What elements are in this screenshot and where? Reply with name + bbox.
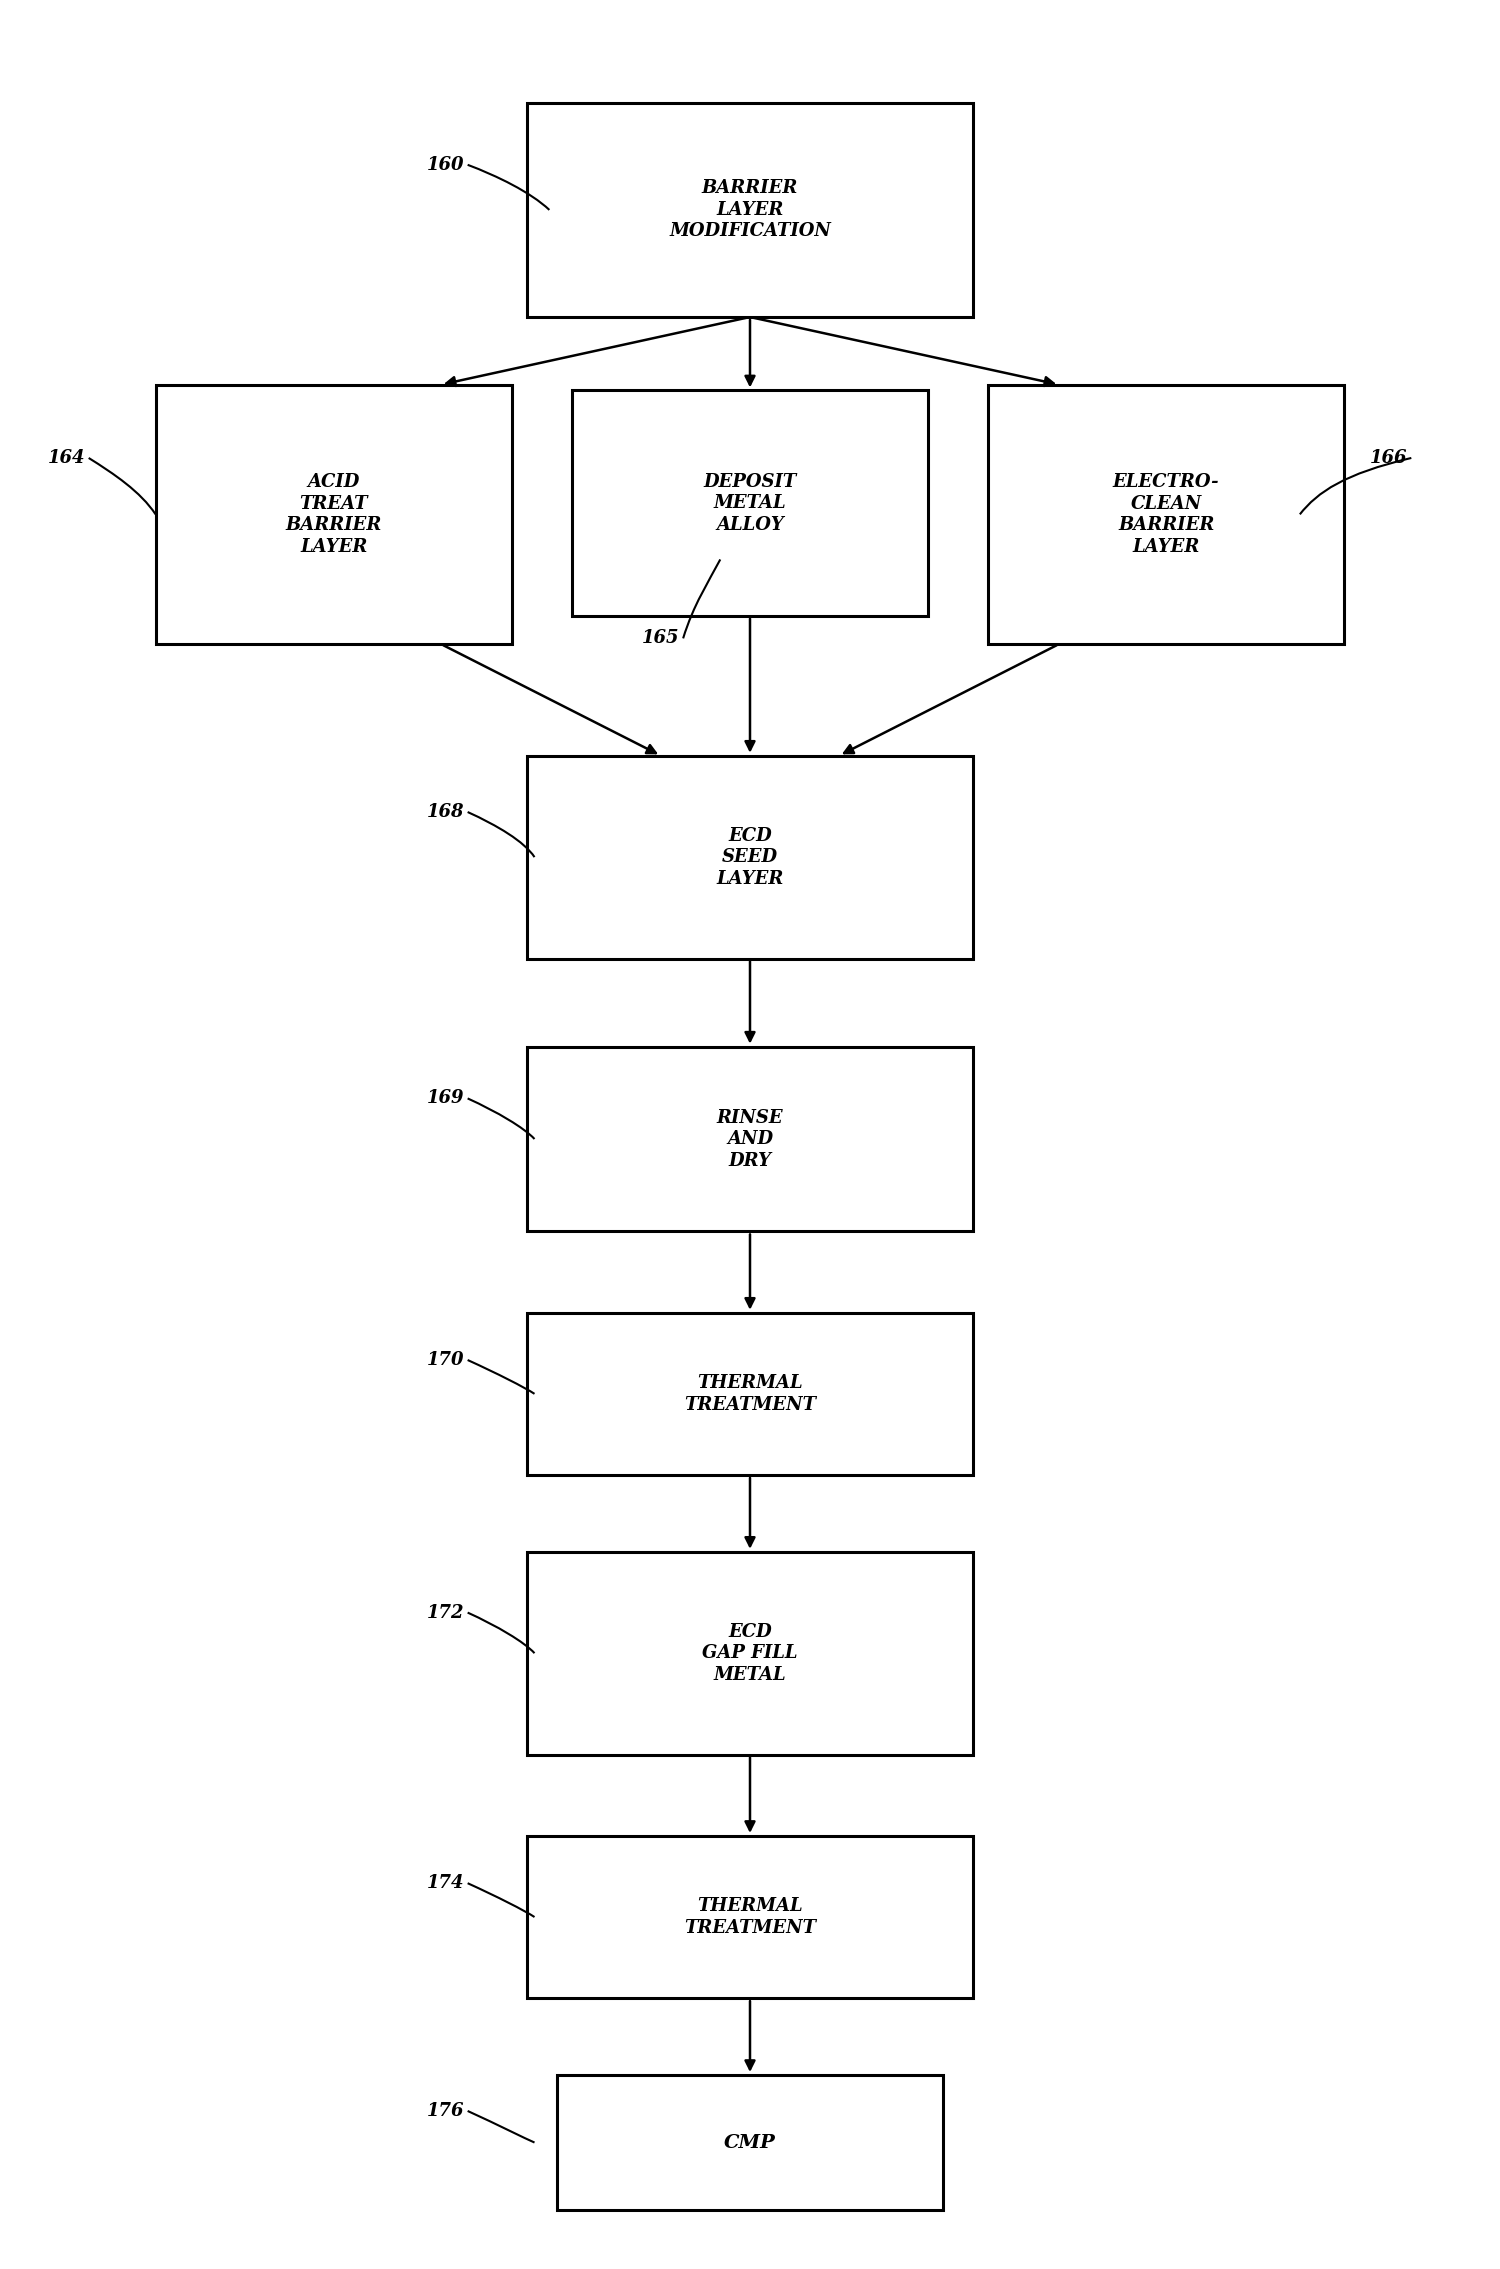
Text: ECD
GAP FILL
METAL: ECD GAP FILL METAL [702, 1622, 798, 1684]
FancyBboxPatch shape [526, 1314, 974, 1475]
Text: ELECTRO-
CLEAN
BARRIER
LAYER: ELECTRO- CLEAN BARRIER LAYER [1113, 474, 1220, 556]
Text: 166: 166 [1371, 449, 1408, 467]
Text: DEPOSIT
METAL
ALLOY: DEPOSIT METAL ALLOY [704, 472, 797, 533]
FancyBboxPatch shape [526, 1836, 974, 1999]
Text: THERMAL
TREATMENT: THERMAL TREATMENT [684, 1375, 816, 1414]
FancyBboxPatch shape [988, 386, 1344, 644]
Text: 165: 165 [642, 629, 680, 647]
FancyBboxPatch shape [526, 1046, 974, 1232]
Text: CMP: CMP [724, 2133, 776, 2151]
Text: 174: 174 [426, 1874, 464, 1892]
Text: 172: 172 [426, 1604, 464, 1622]
Text: THERMAL
TREATMENT: THERMAL TREATMENT [684, 1897, 816, 1938]
Text: 164: 164 [48, 449, 86, 467]
FancyBboxPatch shape [156, 386, 512, 644]
Text: 169: 169 [426, 1089, 464, 1107]
Text: RINSE
AND
DRY: RINSE AND DRY [717, 1110, 783, 1169]
FancyBboxPatch shape [526, 1552, 974, 1754]
Text: ACID
TREAT
BARRIER
LAYER: ACID TREAT BARRIER LAYER [285, 474, 382, 556]
FancyBboxPatch shape [526, 102, 974, 318]
FancyBboxPatch shape [556, 2074, 944, 2210]
FancyBboxPatch shape [526, 756, 974, 958]
FancyBboxPatch shape [572, 390, 928, 615]
Text: 176: 176 [426, 2101, 464, 2119]
Text: 170: 170 [426, 1350, 464, 1368]
Text: ECD
SEED
LAYER: ECD SEED LAYER [717, 826, 783, 887]
Text: 168: 168 [426, 803, 464, 821]
Text: BARRIER
LAYER
MODIFICATION: BARRIER LAYER MODIFICATION [669, 179, 831, 241]
Text: 160: 160 [426, 157, 464, 175]
